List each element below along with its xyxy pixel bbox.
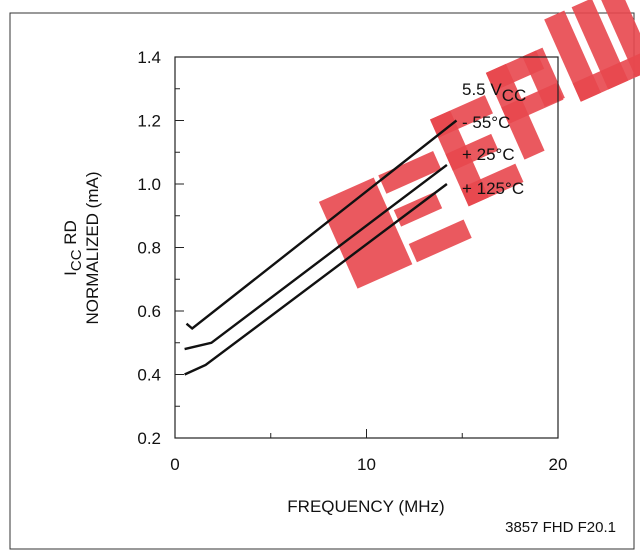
y-axis-label-rest: RD <box>61 220 80 249</box>
watermark-block <box>572 50 640 102</box>
y-tick-label: 1.4 <box>137 48 161 67</box>
figure-id: 3857 FHD F20.1 <box>505 519 616 536</box>
x-tick-label: 0 <box>170 455 179 474</box>
figure-frame <box>9 12 635 550</box>
y-tick-label: 0.4 <box>137 366 161 385</box>
y-axis-label-line2: NORMALIZED (mA) <box>83 172 102 325</box>
y-tick-label: 1.2 <box>137 112 161 131</box>
watermark-block <box>378 151 442 194</box>
series-lines <box>184 119 458 376</box>
series-label: + 125°C <box>462 179 524 198</box>
series-line <box>185 119 458 331</box>
axis-ticks: 0.2 0.4 0.6 0.8 1.0 1.2 1.4 0 10 20 <box>137 48 567 474</box>
watermark-block <box>599 0 640 78</box>
y-axis-label-group: ICC RD NORMALIZED (mA) <box>61 172 102 325</box>
legend-header-sub: CC <box>502 86 527 105</box>
y-axis-label-line1: ICC RD <box>61 220 85 276</box>
x-tick-label: 10 <box>357 455 376 474</box>
y-tick-label: 0.8 <box>137 239 161 258</box>
legend-header-main: 5.5 V <box>462 80 502 99</box>
watermark-block <box>318 177 413 289</box>
watermark-block <box>408 219 472 263</box>
series-line <box>184 183 448 376</box>
watermark-block <box>445 133 499 171</box>
watermark-block <box>393 191 443 227</box>
y-axis-label-i: I <box>61 271 80 276</box>
x-tick-label: 20 <box>549 455 568 474</box>
watermark-block <box>501 83 564 124</box>
watermark <box>318 0 640 289</box>
y-axis-label-sub: CC <box>68 249 85 271</box>
legend-header: 5.5 VCC <box>462 80 526 105</box>
x-axis-label: FREQUENCY (MHz) <box>287 497 444 516</box>
series-label: + 25°C <box>462 145 515 164</box>
legend-labels: - 55°C + 25°C + 125°C <box>462 113 524 198</box>
y-tick-label: 0.2 <box>137 429 161 448</box>
watermark-block <box>460 163 524 207</box>
y-tick-label: 0.6 <box>137 302 161 321</box>
series-line <box>184 163 448 351</box>
series-label: - 55°C <box>462 113 510 132</box>
y-tick-label: 1.0 <box>137 175 161 194</box>
